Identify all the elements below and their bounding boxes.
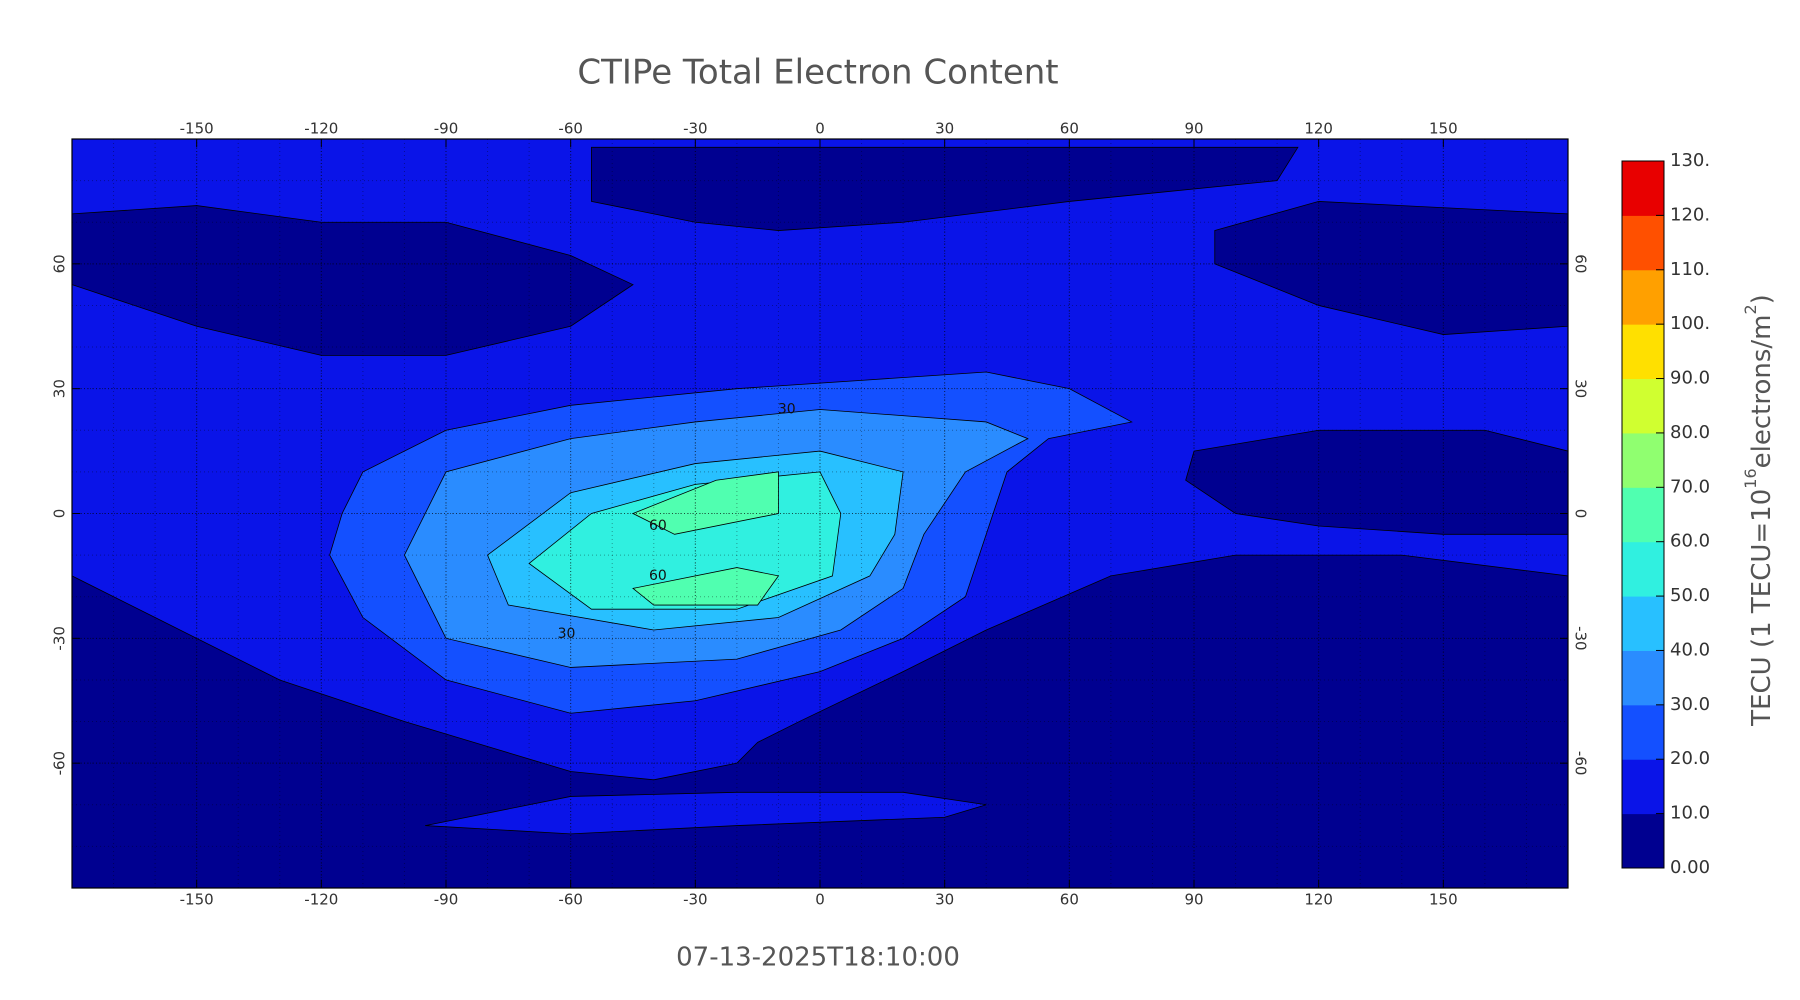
x-tick-label: -60	[558, 891, 583, 909]
x-tick-label: -120	[304, 891, 338, 909]
x-tick-label-top: -120	[304, 120, 338, 138]
x-tick-label-top: 0	[815, 120, 825, 138]
x-tick-label: 0	[815, 891, 825, 909]
y-tick-label: 30	[51, 379, 69, 398]
plot-frame	[71, 138, 1569, 889]
colorbar-tick-label: 100.	[1670, 313, 1710, 334]
contour-label: 30	[778, 401, 796, 417]
colorbar-tick-label: 50.0	[1670, 585, 1710, 606]
x-tick-label: -30	[683, 891, 708, 909]
colorbar-segment	[1622, 596, 1664, 651]
contour-region	[591, 146, 1299, 231]
y-tick-label: 60	[51, 254, 69, 273]
colorbar-segment	[1622, 704, 1664, 760]
label-part: TECU (1 TECU=10	[1747, 489, 1777, 727]
x-tick-label: 60	[1060, 891, 1079, 909]
label-sup: 2	[1741, 304, 1760, 314]
label-part: )	[1747, 294, 1777, 304]
x-tick-label-top: -60	[558, 120, 583, 138]
colorbar-tick-label: 0.00	[1670, 857, 1710, 878]
chart-title: CTIPe Total Electron Content	[577, 53, 1058, 93]
colorbar-tick-label: 90.0	[1670, 368, 1710, 389]
colorbar-tick-label: 30.0	[1670, 694, 1710, 715]
colorbar-label: TECU (1 TECU=1016electrons/m2)	[1741, 294, 1777, 727]
x-tick-label-top: -90	[434, 120, 459, 138]
x-tick-label: 150	[1429, 891, 1458, 909]
y-tick-label-right: 30	[1572, 379, 1590, 398]
y-tick-label-right: 60	[1572, 254, 1590, 273]
colorbar-segment	[1622, 759, 1664, 815]
timestamp: 07-13-2025T18:10:00	[676, 943, 960, 973]
colorbar-tick-label: 20.0	[1670, 748, 1710, 769]
colorbar-tick-label: 40.0	[1670, 639, 1710, 660]
x-tick-label-top: 30	[935, 120, 954, 138]
colorbar-tick-label: 70.0	[1670, 476, 1710, 497]
colorbar-segment	[1622, 487, 1664, 543]
y-tick-label-right: -30	[1572, 626, 1590, 651]
x-tick-label-top: 90	[1184, 120, 1203, 138]
x-tick-label-top: 60	[1060, 120, 1079, 138]
colorbar-segment	[1622, 813, 1664, 869]
colorbar-tick-label: 120.	[1670, 204, 1710, 225]
x-tick-label: 90	[1184, 891, 1203, 909]
y-tick-label-right: -60	[1572, 751, 1590, 776]
x-tick-label: -150	[180, 891, 214, 909]
colorbar-segment	[1622, 269, 1664, 325]
contour-region	[1185, 429, 1568, 535]
colorbar-segment	[1622, 650, 1664, 706]
x-tick-label-top: -150	[180, 120, 214, 138]
colorbar-tick-label: 130.	[1670, 150, 1710, 171]
x-tick-label: -90	[434, 891, 459, 909]
contour-region	[632, 471, 779, 535]
colorbar-segment	[1622, 541, 1664, 597]
colorbar-segment	[1622, 215, 1664, 271]
contour-label: 60	[649, 568, 667, 584]
label-sup: 16	[1741, 468, 1760, 488]
y-tick-label-right: 0	[1572, 509, 1590, 519]
x-tick-label: 120	[1304, 891, 1333, 909]
y-tick-label: -30	[51, 626, 69, 651]
colorbar-frame	[1621, 160, 1665, 869]
contour-region	[72, 205, 634, 356]
y-tick-label: 0	[51, 509, 69, 519]
colorbar-segment	[1622, 161, 1664, 216]
contour-label: 30	[558, 626, 576, 642]
contour-region	[632, 567, 780, 606]
x-tick-label-top: 120	[1304, 120, 1333, 138]
y-tick-label: -60	[51, 751, 69, 776]
colorbar-segment	[1622, 432, 1664, 488]
x-tick-label: 30	[935, 891, 954, 909]
colorbar-tick-label: 10.0	[1670, 803, 1710, 824]
colorbar-tick-label: 110.	[1670, 259, 1710, 280]
label-part: electrons/m	[1747, 315, 1777, 469]
contour-label: 60	[649, 518, 667, 534]
colorbar-tick-label: 80.0	[1670, 422, 1710, 443]
x-tick-label-top: -30	[683, 120, 708, 138]
colorbar-segment	[1622, 324, 1664, 380]
x-tick-label-top: 150	[1429, 120, 1458, 138]
contour-region	[425, 791, 987, 835]
contour-region	[1214, 201, 1568, 335]
colorbar-segment	[1622, 378, 1664, 434]
colorbar-tick-label: 60.0	[1670, 531, 1710, 552]
